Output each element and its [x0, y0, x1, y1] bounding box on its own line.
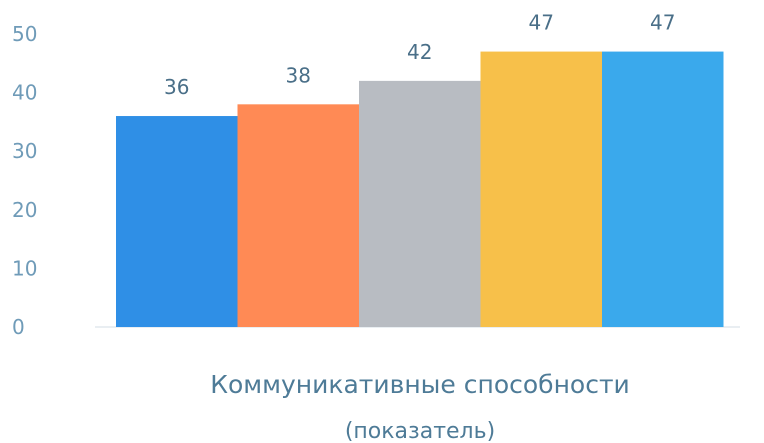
x-axis-subtitle: (показатель) [345, 419, 495, 443]
y-tick-label: 0 [12, 315, 25, 339]
data-labels: 36 38 42 47 47 [164, 11, 675, 99]
bar [602, 51, 724, 327]
bar [237, 104, 359, 327]
y-tick-label: 10 [12, 256, 37, 280]
bar [480, 51, 602, 327]
x-axis-title: Коммуникативные способности [210, 370, 630, 399]
bar [116, 116, 238, 327]
bars [116, 51, 724, 327]
bar-value-label: 36 [164, 75, 189, 99]
y-tick-label: 30 [12, 139, 37, 163]
y-tick-label: 50 [12, 22, 37, 46]
bar-value-label: 47 [529, 11, 554, 35]
y-axis-ticks: 0 10 20 30 40 50 [12, 22, 37, 339]
bar-value-label: 47 [650, 11, 675, 35]
bar-value-label: 38 [286, 63, 311, 87]
bar [359, 80, 481, 327]
bar-value-label: 42 [407, 40, 432, 64]
y-tick-label: 20 [12, 198, 37, 222]
y-tick-label: 40 [12, 81, 37, 105]
